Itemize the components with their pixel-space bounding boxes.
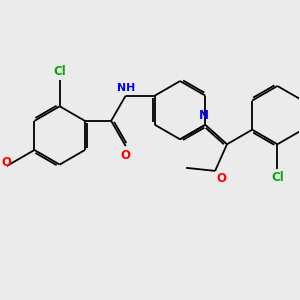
Text: NH: NH [117,83,135,93]
Text: O: O [121,149,131,162]
Text: Cl: Cl [271,171,284,184]
Text: Cl: Cl [53,65,66,78]
Text: N: N [199,109,209,122]
Text: O: O [217,172,226,185]
Text: O: O [2,156,11,169]
